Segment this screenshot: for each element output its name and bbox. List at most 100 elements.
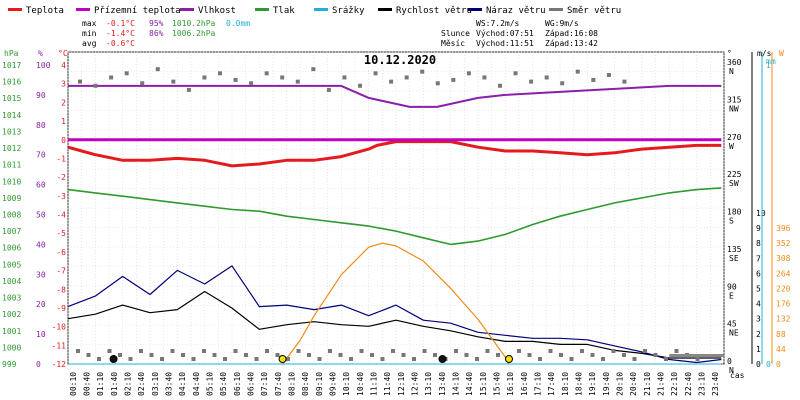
solar-tick-label: 264: [776, 269, 791, 278]
pressure-tick-label: 1011: [2, 161, 21, 170]
wind-direction-point: [280, 75, 285, 80]
pressure-tick-label: 1013: [2, 127, 21, 136]
humidity-tick-label: 40: [36, 240, 46, 249]
time-tick-label: 02:10: [123, 372, 132, 396]
solar-axis-unit: W: [779, 49, 784, 58]
wind-direction-point: [517, 349, 521, 353]
wind-direction-point: [328, 349, 332, 353]
wind-direction-point: [358, 83, 362, 88]
wind-direction-point: [109, 75, 114, 80]
solar-tick-label: 352: [776, 239, 791, 248]
stats-block: max -0.1°C 95% 1010.2hPa 0.0mm min -1.4°…: [82, 19, 250, 48]
temperature-tick-label: -1: [56, 154, 66, 163]
temperature-tick-label: -4: [56, 211, 66, 220]
time-axis-label: čas: [730, 370, 745, 380]
time-tick-label: 13:40: [438, 372, 447, 396]
wind-direction-point: [249, 81, 254, 86]
legend-label: Vlhkost: [198, 6, 236, 16]
legend-item-rain: Srážky: [314, 6, 365, 16]
axis-unit-headers: hPa % °C ° m/s mm W čas: [4, 49, 784, 380]
wind-tick-label: 3: [756, 315, 761, 324]
wind-direction-point: [370, 353, 374, 357]
time-tick-label: 22:40: [684, 372, 693, 396]
wind-direction-point: [233, 349, 238, 353]
temperature-tick-label: -5: [56, 229, 66, 238]
wind-direction-point: [124, 71, 129, 76]
series-tlak: [67, 187, 722, 246]
pressure-tick-label: 1002: [2, 310, 21, 319]
humidity-tick-label: 60: [36, 181, 46, 190]
wind-direction-point: [391, 349, 395, 353]
legend-swatch: [255, 8, 269, 11]
pressure-tick-label: 1009: [2, 194, 21, 203]
wind-direction-point: [317, 357, 322, 361]
wind-direction-point: [160, 357, 164, 361]
legend-swatch: [8, 8, 22, 11]
wind-direction-point: [118, 353, 122, 357]
legend-swatch: [180, 8, 194, 11]
wind-tick-label: 1: [756, 345, 761, 354]
wind-direction-point: [97, 357, 101, 361]
direction-tick-compass: SW: [729, 179, 739, 188]
legend-label: Tlak: [273, 6, 295, 16]
wind-direction-point: [674, 349, 679, 353]
stats-max-pressure: 1010.2hPa: [172, 19, 216, 28]
time-tick-label: 23:40: [711, 372, 720, 396]
time-tick-label: 15:40: [492, 372, 501, 396]
legend-swatch: [314, 8, 328, 11]
wind-direction-point: [186, 87, 191, 92]
temperature-tick-label: 2: [61, 98, 66, 107]
wind-tick-label: 8: [756, 239, 761, 248]
solar-tick-label: 0: [776, 360, 781, 369]
wind-direction-point: [464, 353, 469, 357]
wind-direction-point: [389, 79, 394, 84]
wind-direction-point: [359, 349, 364, 353]
legend-label: Náraz větru: [486, 6, 546, 16]
wind-direction-point: [86, 353, 91, 357]
wind-tick-label: 2: [756, 330, 761, 339]
solar-tick-label: 220: [776, 284, 791, 293]
temperature-tick-label: 1: [61, 117, 66, 126]
time-tick-label: 12:10: [397, 372, 406, 396]
wind-direction-point: [496, 353, 500, 357]
wind-direction-point: [244, 353, 248, 357]
time-tick-label: 05:40: [219, 372, 228, 396]
wind-direction-point: [128, 357, 133, 361]
temperature-tick-label: -3: [56, 192, 66, 201]
wind-direction-point: [338, 353, 343, 357]
wind-speed-now: WS:7.2m/s: [476, 19, 520, 28]
wind-direction-point: [223, 357, 227, 361]
wind-direction-point: [482, 75, 487, 80]
wind-direction-point: [264, 71, 269, 76]
temperature-tick-label: -7: [56, 267, 66, 276]
wind-axis-unit: m/s: [757, 49, 772, 58]
legend-item-pressure: Tlak: [255, 6, 295, 16]
direction-tick-compass: NE: [729, 329, 739, 338]
direction-tick-degrees: 225: [727, 170, 742, 179]
time-tick-label: 17:40: [547, 372, 556, 396]
temperature-tick-label: -11: [52, 341, 67, 350]
time-tick-label: 12:40: [410, 372, 419, 396]
wind-direction-point: [311, 67, 316, 72]
pressure-tick-label: 999: [2, 360, 17, 369]
direction-tick-degrees: 90: [727, 282, 737, 291]
solar-tick-label: 44: [776, 345, 786, 354]
humidity-tick-label: 0: [36, 360, 41, 369]
moonrise-time: Východ:11:51: [476, 39, 534, 48]
direction-tick-compass: SE: [729, 254, 739, 263]
wind-direction-point: [149, 353, 154, 357]
temperature-tick-label: 4: [61, 61, 66, 70]
wind-direction-point: [433, 353, 437, 357]
wind-direction-point: [606, 72, 611, 77]
time-tick-label: 14:40: [465, 372, 474, 396]
wind-direction-point: [218, 71, 222, 76]
humidity-tick-label: 50: [36, 211, 46, 220]
time-tick-label: 13:10: [424, 372, 433, 396]
moon-marker: [109, 355, 118, 363]
wind-direction-point: [538, 357, 542, 361]
wind-gust-now: WG:9m/s: [545, 19, 579, 28]
wind-direction-point: [527, 353, 532, 357]
sunset-time: Západ:16:08: [545, 29, 598, 38]
temperature-tick-label: 3: [61, 80, 66, 89]
